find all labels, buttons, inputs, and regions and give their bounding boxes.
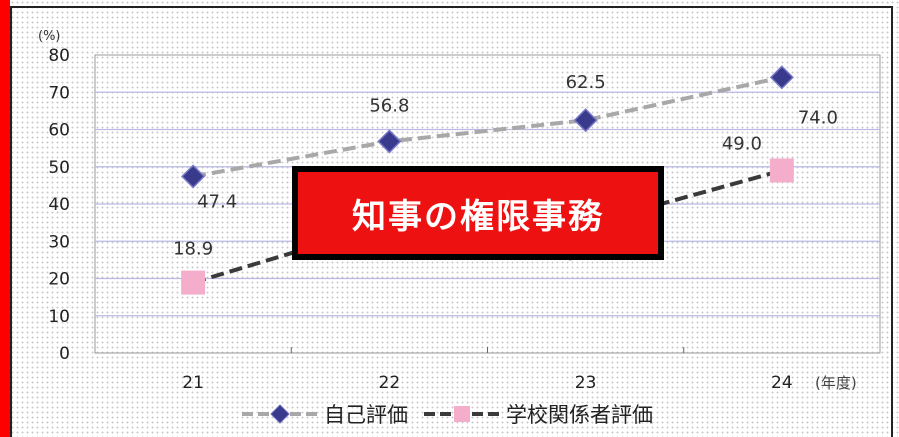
x-tick-label: 21 <box>182 373 204 393</box>
x-tick-label: 22 <box>379 373 401 393</box>
y-tick-label: 80 <box>48 46 70 66</box>
y-tick-label: 70 <box>48 83 70 103</box>
y-tick-label: 20 <box>48 270 70 290</box>
data-label: 47.4 <box>197 191 237 212</box>
data-label: 49.0 <box>722 133 762 154</box>
data-label: 56.8 <box>369 95 409 116</box>
badge-prefecture-authority: 知事の権限事務 <box>292 166 664 260</box>
legend-swatch-school <box>424 406 500 422</box>
legend-item-self: 自己評価 <box>240 399 408 429</box>
y-tick-label: 10 <box>48 307 70 327</box>
badge-label: 知事の権限事務 <box>352 196 604 237</box>
legend-item-school: 学校関係者評価 <box>422 399 653 429</box>
x-tick-label: 24 <box>771 373 793 393</box>
data-label: 18.9 <box>173 239 213 260</box>
series-lines <box>192 75 783 285</box>
y-tick-label: 30 <box>48 232 70 252</box>
y-axis-unit: (%) <box>38 29 61 44</box>
data-label: 62.5 <box>566 72 606 93</box>
legend-label-self: 自己評価 <box>324 403 408 427</box>
data-label: 74.0 <box>798 107 838 128</box>
chart-frame <box>10 6 893 437</box>
x-category-dividers <box>290 347 685 353</box>
y-axis: 0 10 20 30 40 50 60 70 80 <box>48 46 70 364</box>
x-axis: 21 22 23 24 <box>182 373 792 393</box>
data-point-school <box>181 270 206 295</box>
y-tick-label: 60 <box>48 121 70 141</box>
x-axis-unit: (年度) <box>815 374 857 392</box>
data-point-self <box>769 65 794 90</box>
data-point-self <box>181 164 206 189</box>
series-line-school <box>192 168 783 285</box>
legend-label-school: 学校関係者評価 <box>506 403 653 427</box>
data-point-self <box>573 108 598 133</box>
legend-swatch-self <box>242 404 318 424</box>
y-tick-label: 40 <box>48 195 70 215</box>
x-tick-label: 23 <box>575 373 597 393</box>
chart-legend: 自己評価 学校関係者評価 <box>240 398 653 430</box>
accent-side-bar <box>0 0 10 437</box>
series-line-self <box>192 75 783 179</box>
data-point-school <box>769 158 794 183</box>
y-tick-label: 50 <box>48 158 70 178</box>
data-point-self <box>377 129 402 154</box>
y-tick-label: 0 <box>59 344 70 364</box>
